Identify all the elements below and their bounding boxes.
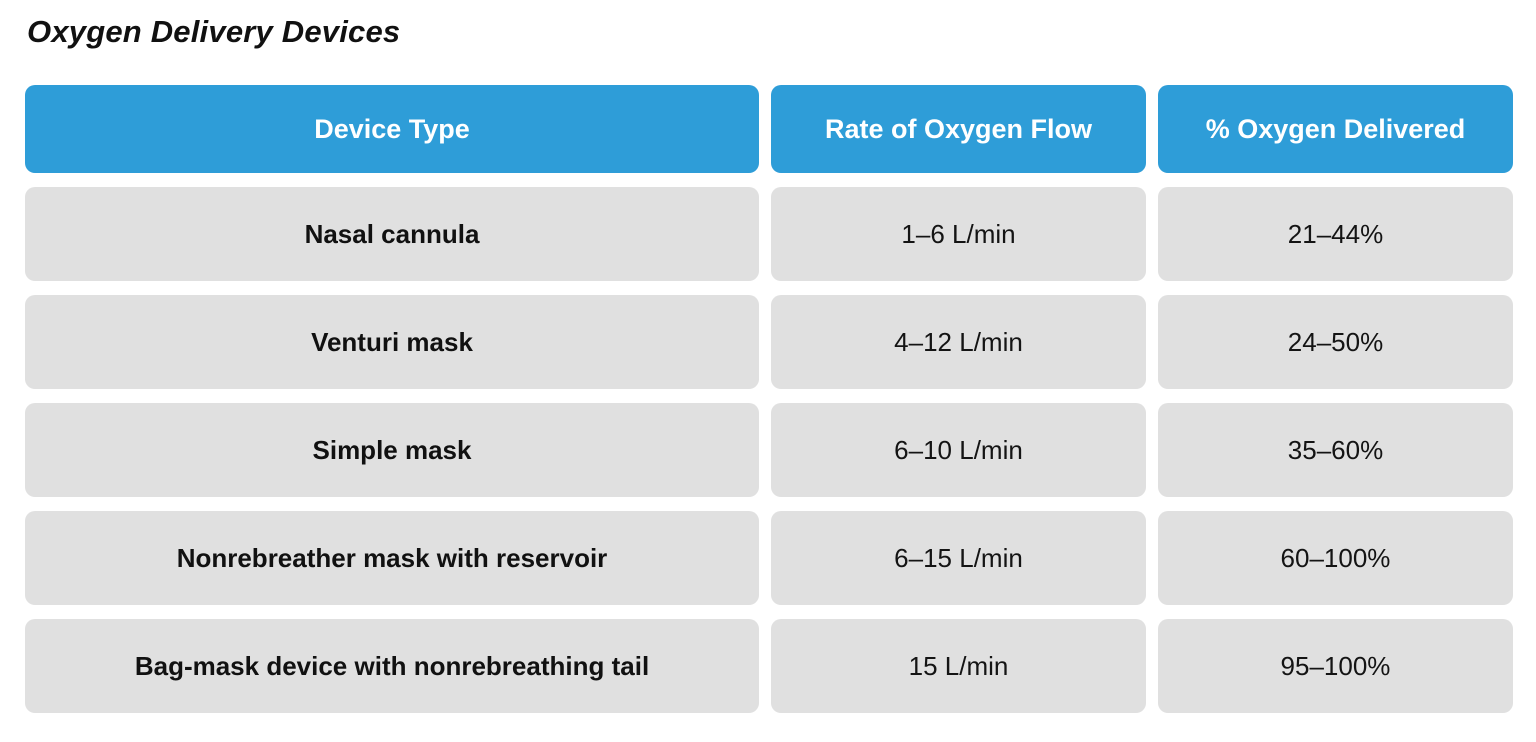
device-cell: Nasal cannula [25, 187, 759, 281]
device-cell: Simple mask [25, 403, 759, 497]
percent-cell: 24–50% [1158, 295, 1513, 389]
header-cell-rate-of-oxygen-flow: Rate of Oxygen Flow [771, 85, 1146, 173]
page-title: Oxygen Delivery Devices [27, 14, 401, 49]
percent-cell: 95–100% [1158, 619, 1513, 713]
percent-cell: 21–44% [1158, 187, 1513, 281]
device-cell: Nonrebreather mask with reservoir [25, 511, 759, 605]
rate-cell: 6–15 L/min [771, 511, 1146, 605]
header-cell-device-type: Device Type [25, 85, 759, 173]
rate-cell: 4–12 L/min [771, 295, 1146, 389]
rate-cell: 6–10 L/min [771, 403, 1146, 497]
header-cell-percent-oxygen-delivered: % Oxygen Delivered [1158, 85, 1513, 173]
oxygen-delivery-table: Device Type Rate of Oxygen Flow % Oxygen… [25, 85, 1513, 713]
rate-cell: 1–6 L/min [771, 187, 1146, 281]
rate-cell: 15 L/min [771, 619, 1146, 713]
percent-cell: 60–100% [1158, 511, 1513, 605]
device-cell: Venturi mask [25, 295, 759, 389]
percent-cell: 35–60% [1158, 403, 1513, 497]
device-cell: Bag-mask device with nonrebreathing tail [25, 619, 759, 713]
